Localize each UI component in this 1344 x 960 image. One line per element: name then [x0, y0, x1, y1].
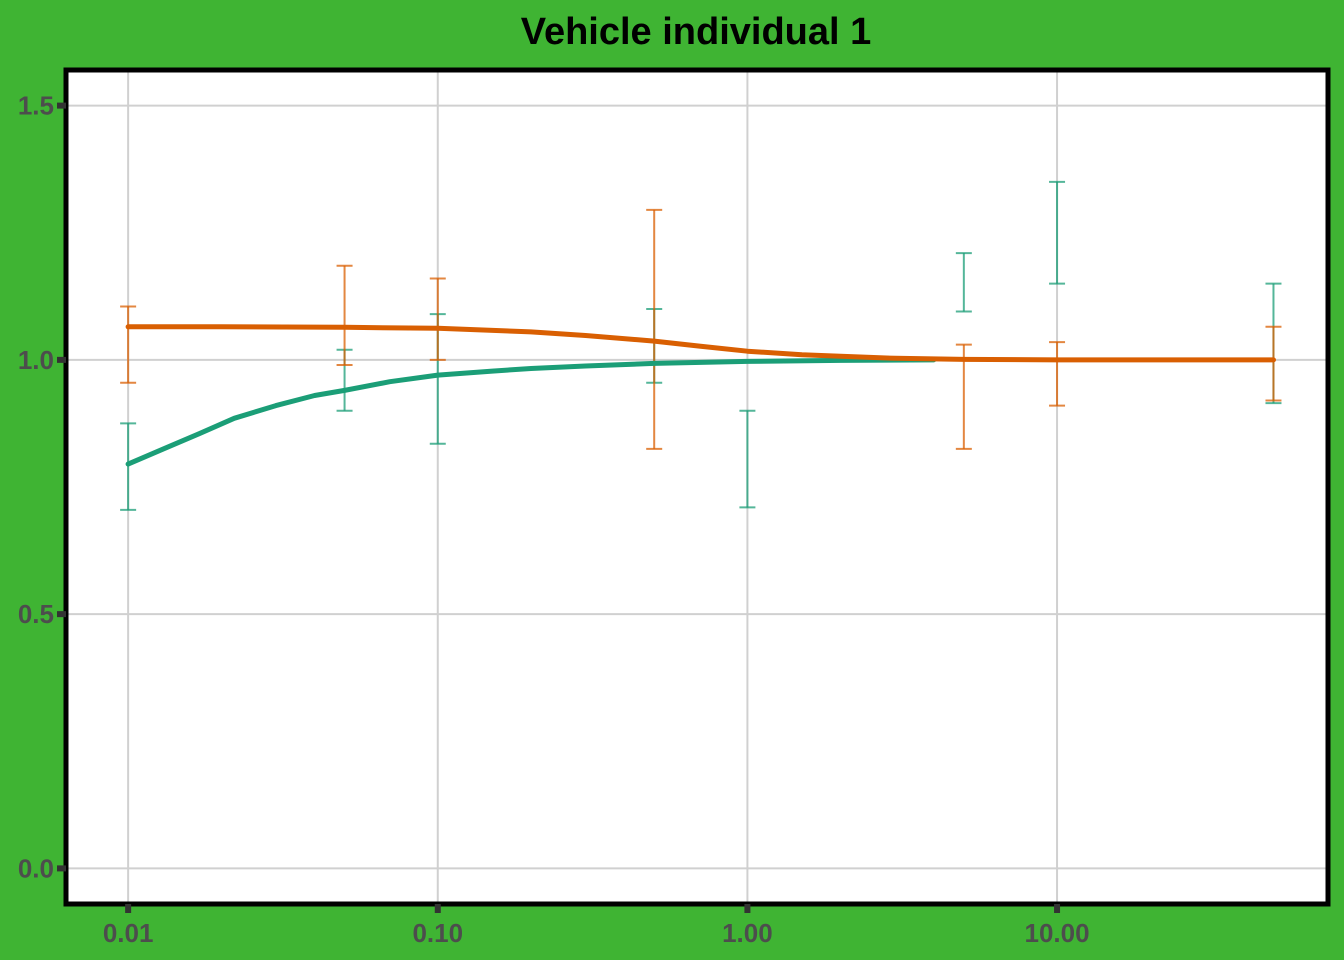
series-layer: [120, 180, 1282, 511]
x-tick-label: 1.00: [722, 918, 773, 948]
error-bar: [336, 264, 353, 366]
y-tick-label: 1.5: [18, 91, 54, 121]
error-bar: [1049, 180, 1066, 285]
y-tick-label: 0.5: [18, 599, 54, 629]
error-bar: [955, 343, 972, 450]
error-bar: [120, 305, 137, 384]
y-tick-label: 1.0: [18, 345, 54, 375]
x-tick-label: 0.01: [103, 918, 154, 948]
x-tick-label: 10.00: [1025, 918, 1090, 948]
axes: 0.0 0.5 1.0 1.5 0.01 0.10 1.00 10.00: [18, 91, 1090, 948]
plot-border: [63, 67, 1331, 907]
series-line-2: [125, 324, 1276, 363]
error-bar: [955, 252, 972, 313]
plot-background: [66, 70, 1328, 904]
x-tick-label: 0.10: [412, 918, 463, 948]
error-bar: [646, 208, 663, 450]
y-tick-label: 0.0: [18, 853, 54, 883]
error-bar: [120, 422, 137, 511]
error-bar: [429, 277, 446, 361]
chart-title: Vehicle individual 1: [521, 11, 872, 53]
error-bar: [739, 409, 756, 509]
series-line-1: [125, 357, 937, 467]
error-bar: [1049, 341, 1066, 407]
error-bar: [1265, 325, 1282, 402]
